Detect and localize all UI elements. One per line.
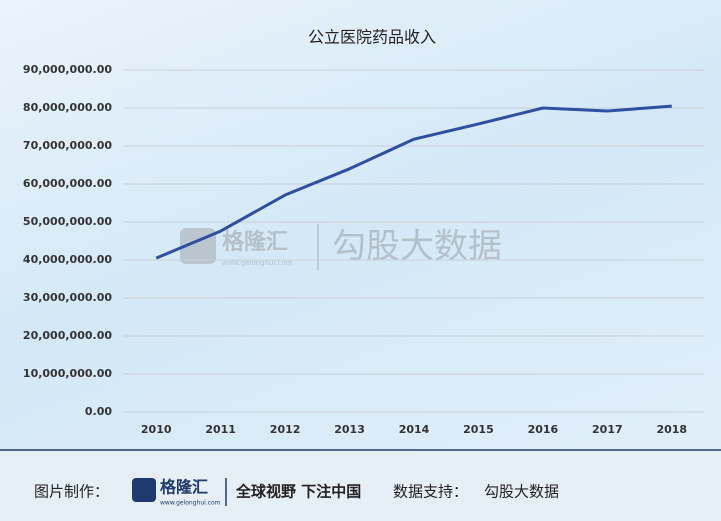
footer-logo [132, 478, 156, 502]
x-tick-label: 2016 [528, 423, 559, 436]
y-tick-label: 50,000,000.00 [23, 215, 112, 228]
x-tick-label: 2017 [592, 423, 623, 436]
footer-site: www.gelonghui.com [160, 500, 221, 507]
y-tick-label: 30,000,000.00 [23, 291, 112, 304]
watermark: 格隆汇 www.gelonghui.com 勾股大数据 [180, 224, 502, 270]
x-tick-label: 2012 [270, 423, 301, 436]
x-tick-label: 2015 [463, 423, 494, 436]
x-tick-label: 2010 [141, 423, 172, 436]
y-tick-label: 60,000,000.00 [23, 177, 112, 190]
footer-source: 勾股大数据 [484, 483, 559, 501]
footer-data-by: 数据支持： [393, 483, 468, 501]
chart-title: 公立医院药品收入 [308, 28, 436, 47]
footer-made-by: 图片制作： [34, 483, 109, 501]
x-tick-label: 2018 [656, 423, 687, 436]
footer-band [0, 450, 721, 521]
watermark-brand: 格隆汇 [222, 229, 288, 255]
y-tick-label: 10,000,000.00 [23, 367, 112, 380]
footer-brand: 格隆汇 [160, 478, 208, 497]
y-tick-label: 90,000,000.00 [23, 63, 112, 76]
y-tick-label: 0.00 [85, 405, 112, 418]
y-tick-label: 80,000,000.00 [23, 101, 112, 114]
line-series [155, 104, 672, 260]
x-tick-label: 2013 [334, 423, 365, 436]
y-tick-label: 20,000,000.00 [23, 329, 112, 342]
footer-slogan: 全球视野 下注中国 [235, 483, 361, 501]
y-tick-label: 40,000,000.00 [23, 253, 112, 266]
x-tick-label: 2011 [205, 423, 236, 436]
x-tick-label: 2014 [399, 423, 430, 436]
y-tick-label: 70,000,000.00 [23, 139, 112, 152]
watermark-site: www.gelonghui.com [222, 259, 293, 267]
